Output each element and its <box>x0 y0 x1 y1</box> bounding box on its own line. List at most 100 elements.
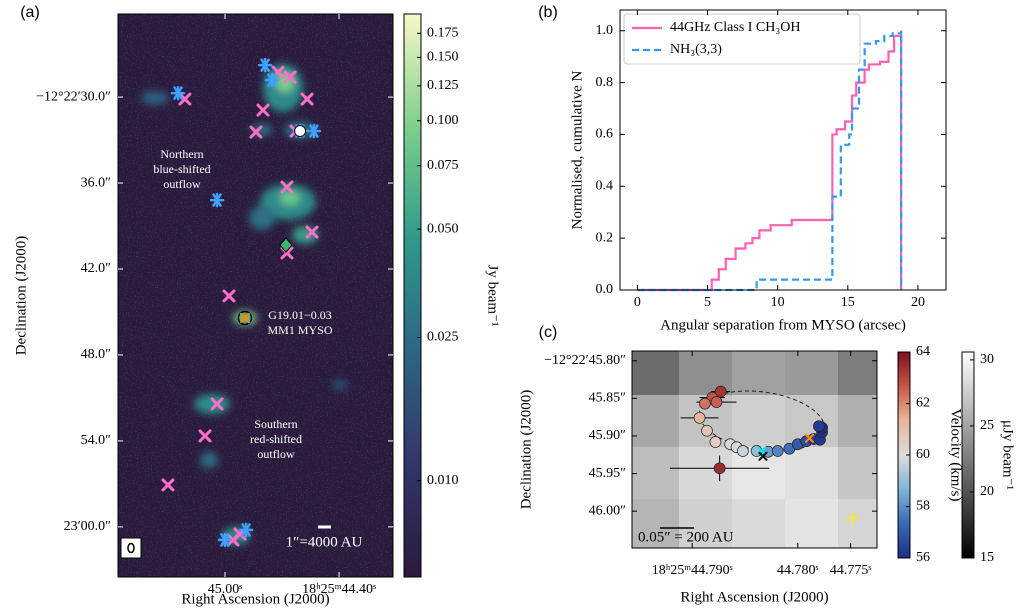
blob <box>332 380 348 390</box>
marker-shape <box>237 310 253 326</box>
annotation: outflow <box>163 177 201 191</box>
plots: Northernblue-shiftedoutflowG19.01−0.03MM… <box>13 4 1015 607</box>
y-tick-label: 0.0 <box>596 282 614 297</box>
y-axis-label: Normalised, cumulative N <box>569 70 585 229</box>
map-image <box>632 351 877 548</box>
marker <box>222 289 236 303</box>
legend-label: 44GHz Class I CH₃OH <box>670 20 800 35</box>
y-tick-label: 48.0″ <box>81 347 112 362</box>
marker-stroke <box>280 180 294 194</box>
marker <box>279 237 293 253</box>
marker-stroke <box>198 429 212 443</box>
marker <box>280 180 294 194</box>
scale-label: 1″=4000 AU <box>286 534 363 550</box>
beam <box>127 542 135 554</box>
annotation: Northern <box>160 147 203 161</box>
x-axis-label: Right Ascension (J2000) <box>181 591 329 607</box>
blob <box>200 452 218 468</box>
y-axis-label: Declination (J2000) <box>518 390 534 510</box>
x-tick-label: 44.775ˢ <box>830 563 872 578</box>
point <box>709 436 722 448</box>
marker <box>845 511 860 525</box>
colorbar <box>403 13 422 578</box>
marker <box>257 57 273 73</box>
colorbar-tick-label: 0.050 <box>427 221 459 236</box>
image-pixel <box>785 351 838 395</box>
marker-stroke <box>758 451 768 461</box>
marker <box>300 92 314 106</box>
marker-stroke <box>239 312 250 323</box>
marker <box>283 70 297 84</box>
y-tick-label: 36.0″ <box>81 175 112 190</box>
colorbar-tick-label: 30 <box>980 352 994 367</box>
blob <box>141 91 169 105</box>
blob <box>280 191 300 205</box>
blob <box>249 206 275 230</box>
x-tick-label: 18ʰ25ᵐ44.790ˢ <box>652 563 733 578</box>
x-axis-label: Angular separation from MYSO (arcsec) <box>660 317 906 333</box>
colorbar-tick-label: 0.010 <box>427 473 459 488</box>
x-tick-label: 44.780ˢ <box>777 563 819 578</box>
marker-stroke <box>249 125 263 139</box>
marker <box>238 522 254 538</box>
annotation: blue-shifted <box>153 162 210 176</box>
point <box>813 420 825 433</box>
y-tick-label: 1.0 <box>596 23 614 38</box>
image-pixel <box>732 499 785 548</box>
marker <box>178 92 192 106</box>
y-tick-label: 42.0″ <box>81 261 112 276</box>
annotation: MM1 MYSO <box>267 323 332 337</box>
colorbar-label: Jy beam⁻¹ <box>485 265 501 327</box>
image-pixel <box>632 395 679 447</box>
image-pixel <box>632 499 679 548</box>
marker-stroke <box>283 70 297 84</box>
panel-label: (b) <box>538 4 558 21</box>
annotation: red-shifted <box>250 432 302 446</box>
marker <box>758 451 768 461</box>
plot-frame <box>117 13 394 578</box>
marker-stroke <box>300 92 314 106</box>
legend-label: NH₃(3,3) <box>670 42 722 57</box>
y-tick-label: 45.95″ <box>589 466 627 481</box>
y-tick-label: −12°22′30.0″ <box>36 89 111 104</box>
image-pixel <box>632 351 679 395</box>
marker-stroke <box>305 225 319 239</box>
image-pixel <box>679 499 732 548</box>
colorbar-tick-label: 0.150 <box>427 50 459 65</box>
x-tick-label: 20 <box>911 295 925 310</box>
colorbar-tick-label: 15 <box>980 550 994 565</box>
x-tick-label: 15 <box>841 295 855 310</box>
x-axis-label: Right Ascension (J2000) <box>680 589 828 605</box>
map-markers <box>161 57 322 548</box>
annotation: outflow <box>257 447 295 461</box>
y-tick-label: 45.85″ <box>589 391 627 406</box>
image-pixel <box>732 395 785 447</box>
x-tick-label: 0 <box>634 295 641 310</box>
marker <box>294 125 307 138</box>
marker <box>170 85 186 101</box>
step-line <box>637 30 903 292</box>
point <box>714 385 727 398</box>
image-pixel <box>632 447 679 499</box>
image-pixel <box>838 351 877 395</box>
y-tick-label: 0.2 <box>596 230 614 245</box>
colorbar-tick-label: 64 <box>916 344 930 359</box>
plot-frame <box>631 350 878 549</box>
marker <box>217 532 233 548</box>
y-tick-label: 0.4 <box>596 179 614 194</box>
marker <box>209 192 225 208</box>
marker-stroke <box>178 92 192 106</box>
colorbar-tick-label: 0.100 <box>427 113 459 128</box>
map-noise <box>118 14 393 577</box>
point <box>771 445 784 457</box>
map-image <box>118 14 393 577</box>
panel-label: (a) <box>20 4 40 21</box>
marker <box>256 103 270 117</box>
marker-shape <box>279 237 293 253</box>
colorbar-tick-label: 0.125 <box>427 78 459 93</box>
colorbar-tick-label: 62 <box>916 396 930 411</box>
image-pixel <box>679 447 732 499</box>
colorbar-label: μJy beam⁻¹ <box>1000 420 1016 490</box>
step-line <box>637 30 903 292</box>
